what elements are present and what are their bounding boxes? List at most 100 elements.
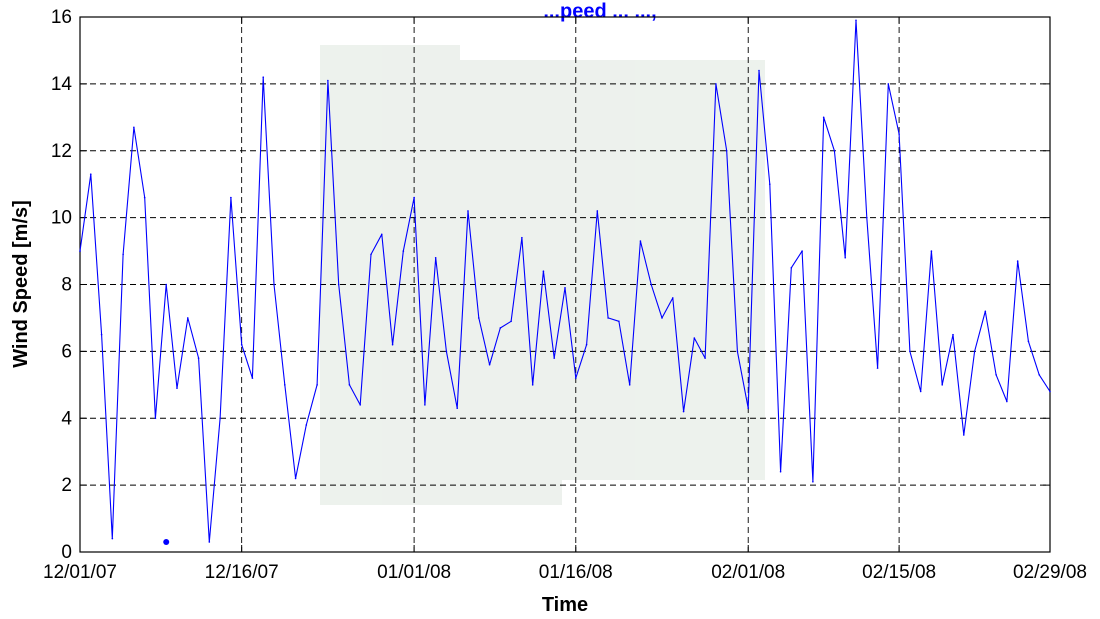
series-point bbox=[887, 83, 890, 85]
series-point bbox=[865, 216, 868, 219]
series-point bbox=[424, 404, 426, 406]
series-point bbox=[467, 210, 469, 212]
series-points bbox=[79, 19, 1051, 543]
series-point bbox=[327, 79, 329, 82]
series-point bbox=[585, 343, 588, 346]
series-point bbox=[574, 377, 577, 379]
series-point bbox=[650, 283, 653, 286]
annotation-dot bbox=[163, 538, 170, 545]
series-point bbox=[747, 407, 750, 410]
y-tick-label: 12 bbox=[51, 141, 72, 162]
series-point bbox=[165, 283, 168, 286]
y-tick-label: 2 bbox=[61, 475, 72, 496]
series-point bbox=[607, 317, 609, 319]
series-point bbox=[930, 250, 933, 252]
series-point bbox=[499, 327, 502, 329]
series-point bbox=[208, 541, 211, 543]
x-tick-label: 12/01/07 bbox=[43, 562, 117, 583]
series-point bbox=[370, 253, 372, 256]
series-point bbox=[952, 333, 954, 336]
series-point bbox=[1049, 390, 1051, 393]
series-point bbox=[337, 283, 340, 286]
series-point bbox=[262, 76, 265, 78]
series-point bbox=[671, 297, 674, 299]
series-point bbox=[122, 253, 124, 256]
series-point bbox=[736, 350, 739, 353]
x-tick-label: 01/16/08 bbox=[539, 562, 613, 583]
series-point bbox=[391, 343, 394, 346]
series-point bbox=[380, 233, 383, 236]
series-point bbox=[693, 337, 696, 339]
series-point bbox=[230, 196, 232, 199]
series-point bbox=[758, 69, 760, 72]
series-point bbox=[89, 173, 92, 175]
series-point bbox=[962, 434, 965, 436]
series-point bbox=[488, 363, 491, 366]
series-point bbox=[995, 373, 997, 376]
series-point bbox=[812, 480, 814, 483]
series-point bbox=[434, 256, 437, 259]
y-tick-label: 8 bbox=[61, 275, 72, 296]
series-point bbox=[154, 417, 157, 420]
series-point bbox=[100, 333, 103, 336]
series-point bbox=[79, 250, 81, 252]
annotation-markers bbox=[163, 538, 170, 545]
watermark-logo bbox=[320, 45, 765, 505]
series-point bbox=[251, 377, 254, 379]
series-point bbox=[628, 384, 631, 386]
series-point bbox=[402, 250, 405, 252]
y-axis-label: Wind Speed [m/s] bbox=[10, 200, 32, 368]
series-point bbox=[618, 320, 620, 323]
series-point bbox=[176, 387, 178, 389]
series-point bbox=[477, 317, 480, 319]
series-point bbox=[661, 317, 663, 319]
chart-title: ...peed ... ..., bbox=[543, 1, 656, 23]
series-point bbox=[456, 407, 459, 410]
series-point bbox=[973, 350, 976, 353]
series-point bbox=[305, 424, 308, 426]
series-point bbox=[111, 537, 114, 540]
series-point bbox=[801, 250, 803, 252]
y-tick-label: 6 bbox=[61, 341, 72, 362]
series-point bbox=[725, 149, 728, 152]
series-point bbox=[1016, 260, 1019, 262]
y-tick-label: 4 bbox=[61, 408, 72, 429]
series-point bbox=[413, 196, 415, 199]
y-tick-label: 0 bbox=[61, 542, 72, 563]
series-point bbox=[219, 417, 221, 420]
x-tick-label: 02/15/08 bbox=[862, 562, 936, 583]
x-tick-label: 02/01/08 bbox=[711, 562, 785, 583]
series-point bbox=[1038, 373, 1041, 376]
series-point bbox=[521, 236, 523, 239]
y-tick-label: 16 bbox=[51, 7, 72, 28]
series-point bbox=[553, 357, 556, 359]
series-point bbox=[919, 390, 922, 393]
series-point bbox=[909, 350, 911, 353]
series-point bbox=[768, 183, 771, 185]
series-point bbox=[283, 384, 286, 386]
series-point bbox=[531, 384, 534, 386]
series-point bbox=[133, 126, 135, 129]
series-point bbox=[510, 320, 512, 323]
series-point bbox=[1027, 340, 1030, 343]
series-point bbox=[273, 283, 275, 286]
series-point bbox=[596, 210, 599, 212]
x-tick-label: 12/16/07 bbox=[205, 562, 279, 583]
series-point bbox=[359, 404, 362, 406]
series-point bbox=[197, 357, 200, 359]
grid-lines bbox=[80, 17, 1050, 552]
series-point bbox=[822, 116, 825, 119]
series-point bbox=[639, 240, 642, 242]
series-point bbox=[779, 470, 782, 473]
series-point bbox=[682, 410, 685, 413]
series-point bbox=[186, 317, 189, 319]
series-point bbox=[941, 384, 944, 386]
series-point bbox=[143, 196, 146, 199]
series-point bbox=[445, 350, 448, 353]
series-point bbox=[294, 477, 297, 480]
series-point bbox=[240, 343, 243, 346]
series-point bbox=[898, 133, 900, 135]
series-point bbox=[348, 384, 351, 386]
series-point bbox=[984, 310, 987, 313]
y-tick-label: 10 bbox=[51, 208, 72, 229]
